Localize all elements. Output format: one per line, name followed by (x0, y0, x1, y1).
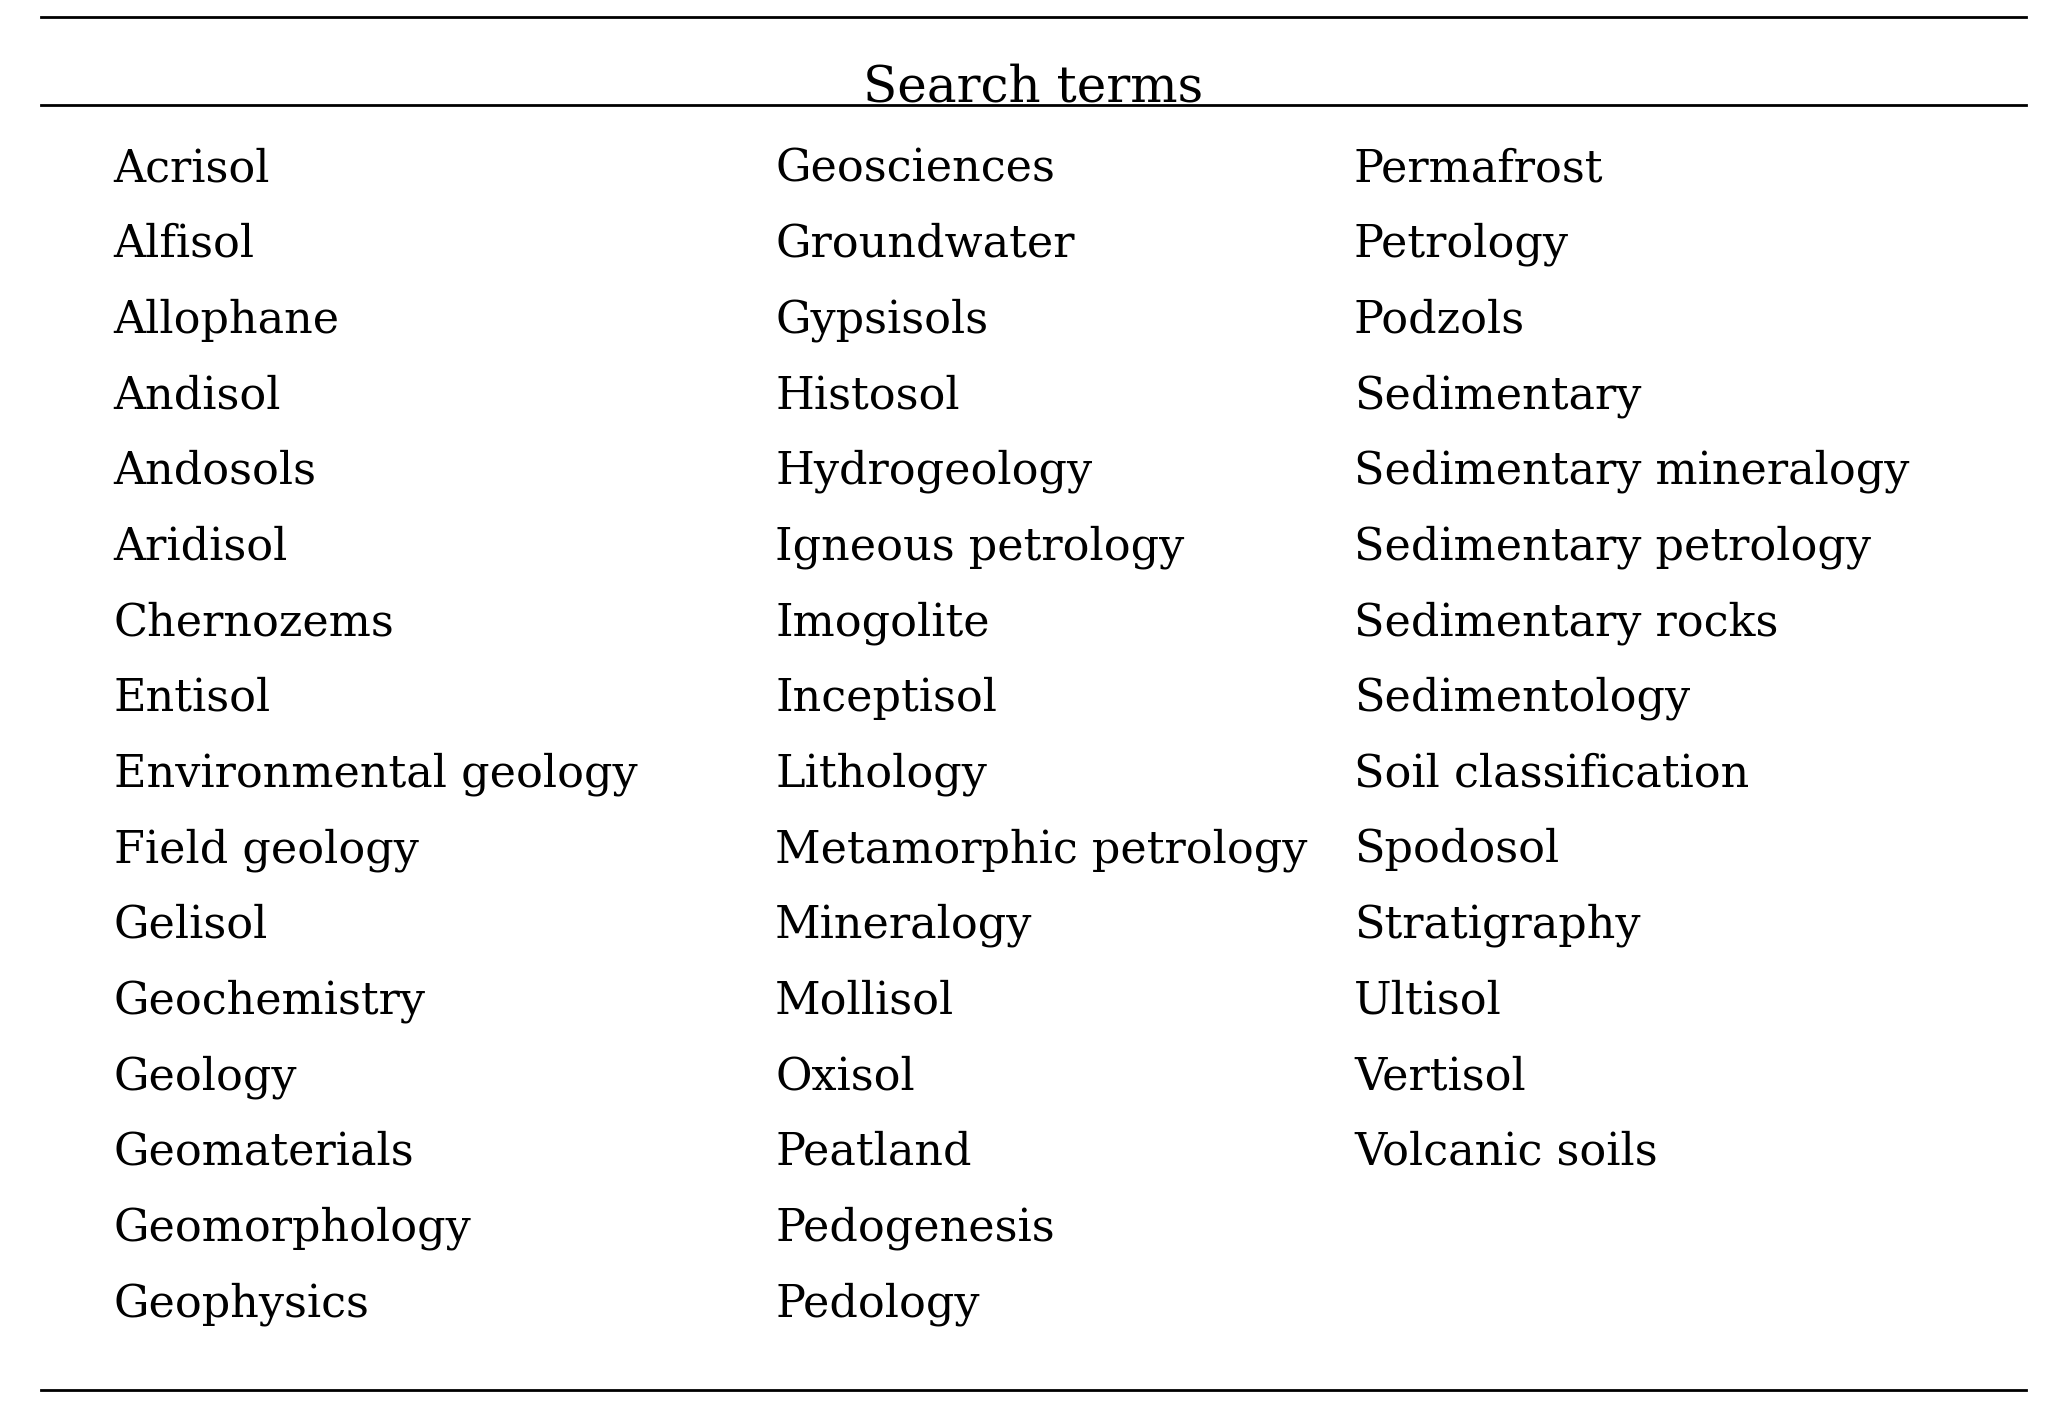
Text: Alfisol: Alfisol (114, 223, 254, 266)
Text: Volcanic soils: Volcanic soils (1354, 1131, 1658, 1174)
Text: Search terms: Search terms (864, 63, 1203, 112)
Text: Gelisol: Gelisol (114, 904, 269, 947)
Text: Geophysics: Geophysics (114, 1282, 370, 1325)
Text: Acrisol: Acrisol (114, 147, 271, 191)
Text: Vertisol: Vertisol (1354, 1055, 1525, 1098)
Text: Inceptisol: Inceptisol (775, 677, 996, 720)
Text: Pedology: Pedology (775, 1282, 980, 1325)
Text: Petrology: Petrology (1354, 223, 1569, 266)
Text: Geosciences: Geosciences (775, 147, 1054, 191)
Text: Podzols: Podzols (1354, 298, 1525, 342)
Text: Ultisol: Ultisol (1354, 979, 1503, 1023)
Text: Andisol: Andisol (114, 374, 281, 417)
Text: Chernozems: Chernozems (114, 601, 395, 644)
Text: Sedimentology: Sedimentology (1354, 677, 1691, 720)
Text: Mollisol: Mollisol (775, 979, 955, 1023)
Text: Histosol: Histosol (775, 374, 959, 417)
Text: Hydrogeology: Hydrogeology (775, 450, 1091, 493)
Text: Field geology: Field geology (114, 828, 418, 871)
Text: Metamorphic petrology: Metamorphic petrology (775, 828, 1308, 871)
Text: Entisol: Entisol (114, 677, 271, 720)
Text: Igneous petrology: Igneous petrology (775, 525, 1184, 569)
Text: Allophane: Allophane (114, 298, 339, 342)
Text: Geology: Geology (114, 1055, 298, 1098)
Text: Sedimentary mineralogy: Sedimentary mineralogy (1354, 450, 1910, 493)
Text: Stratigraphy: Stratigraphy (1354, 904, 1641, 947)
Text: Sedimentary: Sedimentary (1354, 374, 1641, 417)
Text: Sedimentary petrology: Sedimentary petrology (1354, 525, 1871, 569)
Text: Lithology: Lithology (775, 752, 988, 796)
Text: Groundwater: Groundwater (775, 223, 1075, 266)
Text: Pedogenesis: Pedogenesis (775, 1206, 1054, 1250)
Text: Geomaterials: Geomaterials (114, 1131, 413, 1174)
Text: Peatland: Peatland (775, 1131, 971, 1174)
Text: Environmental geology: Environmental geology (114, 752, 637, 796)
Text: Aridisol: Aridisol (114, 525, 287, 569)
Text: Sedimentary rocks: Sedimentary rocks (1354, 601, 1778, 644)
Text: Permafrost: Permafrost (1354, 147, 1604, 191)
Text: Geochemistry: Geochemistry (114, 979, 426, 1023)
Text: Imogolite: Imogolite (775, 601, 990, 644)
Text: Mineralogy: Mineralogy (775, 904, 1034, 947)
Text: Andosols: Andosols (114, 450, 316, 493)
Text: Gypsisols: Gypsisols (775, 298, 988, 342)
Text: Geomorphology: Geomorphology (114, 1206, 471, 1250)
Text: Spodosol: Spodosol (1354, 828, 1559, 871)
Text: Oxisol: Oxisol (775, 1055, 916, 1098)
Text: Soil classification: Soil classification (1354, 752, 1749, 796)
